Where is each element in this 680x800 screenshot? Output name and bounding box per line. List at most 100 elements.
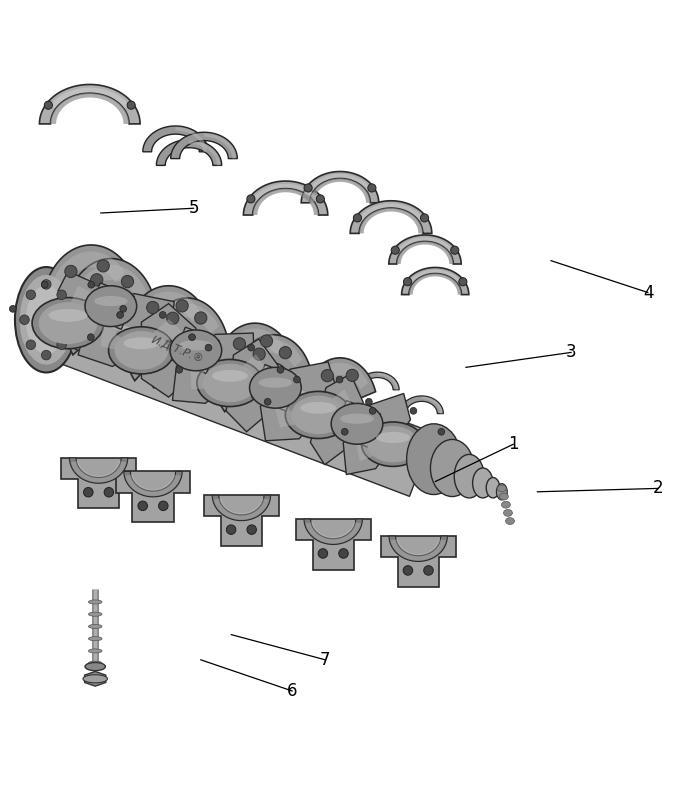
Circle shape — [247, 195, 255, 203]
Circle shape — [233, 338, 245, 350]
Polygon shape — [381, 536, 456, 586]
Polygon shape — [101, 305, 144, 354]
Circle shape — [65, 266, 77, 278]
Circle shape — [20, 315, 29, 325]
Circle shape — [220, 368, 232, 380]
Polygon shape — [309, 174, 371, 190]
Polygon shape — [389, 235, 461, 264]
Polygon shape — [190, 349, 232, 389]
Polygon shape — [78, 294, 174, 366]
Polygon shape — [409, 270, 462, 284]
Ellipse shape — [212, 370, 248, 382]
Circle shape — [10, 306, 16, 312]
Polygon shape — [71, 461, 126, 482]
Circle shape — [194, 312, 207, 324]
Polygon shape — [305, 522, 361, 543]
Polygon shape — [318, 389, 358, 426]
Text: 7: 7 — [320, 650, 330, 669]
Polygon shape — [69, 458, 128, 483]
Ellipse shape — [88, 600, 102, 604]
Polygon shape — [149, 303, 219, 374]
Polygon shape — [252, 184, 319, 202]
Polygon shape — [141, 319, 196, 353]
Polygon shape — [322, 398, 399, 434]
Ellipse shape — [197, 359, 262, 406]
Circle shape — [151, 342, 163, 355]
Polygon shape — [141, 304, 196, 397]
Circle shape — [88, 334, 95, 341]
Polygon shape — [55, 271, 121, 358]
Circle shape — [120, 306, 126, 312]
Circle shape — [117, 311, 124, 318]
Ellipse shape — [203, 364, 257, 402]
Polygon shape — [116, 471, 190, 522]
Ellipse shape — [250, 367, 301, 408]
Polygon shape — [97, 286, 133, 305]
Polygon shape — [204, 134, 236, 158]
Polygon shape — [42, 245, 135, 355]
Ellipse shape — [340, 414, 374, 424]
Ellipse shape — [258, 378, 292, 388]
Ellipse shape — [502, 502, 511, 508]
Ellipse shape — [83, 674, 107, 683]
Polygon shape — [129, 291, 201, 366]
Polygon shape — [124, 286, 210, 381]
Polygon shape — [233, 366, 324, 405]
Circle shape — [368, 184, 376, 192]
Circle shape — [294, 376, 301, 383]
Circle shape — [176, 300, 188, 312]
Circle shape — [339, 549, 348, 558]
Polygon shape — [146, 334, 236, 373]
Circle shape — [260, 335, 273, 347]
Polygon shape — [235, 346, 256, 362]
Polygon shape — [310, 394, 401, 465]
Circle shape — [63, 315, 73, 325]
Ellipse shape — [286, 391, 351, 438]
Polygon shape — [47, 294, 431, 449]
Circle shape — [346, 370, 358, 382]
Polygon shape — [182, 330, 218, 349]
Circle shape — [88, 282, 95, 288]
Circle shape — [365, 398, 372, 405]
Polygon shape — [303, 358, 375, 437]
Circle shape — [354, 214, 362, 222]
Circle shape — [90, 274, 103, 286]
Polygon shape — [65, 286, 112, 326]
Polygon shape — [124, 471, 182, 497]
Circle shape — [438, 428, 445, 435]
Ellipse shape — [496, 484, 507, 500]
Ellipse shape — [376, 432, 410, 443]
Circle shape — [424, 566, 433, 575]
Polygon shape — [50, 88, 130, 108]
Polygon shape — [359, 208, 423, 234]
Polygon shape — [189, 141, 220, 166]
Circle shape — [451, 246, 459, 254]
Circle shape — [403, 566, 413, 575]
Polygon shape — [400, 396, 443, 414]
Ellipse shape — [88, 612, 102, 616]
Ellipse shape — [20, 275, 73, 365]
Text: 6: 6 — [287, 682, 298, 700]
Polygon shape — [218, 329, 284, 398]
Ellipse shape — [301, 402, 336, 414]
Text: 2: 2 — [653, 479, 664, 498]
Circle shape — [97, 260, 109, 272]
Ellipse shape — [503, 510, 513, 516]
Circle shape — [279, 346, 292, 358]
Polygon shape — [350, 201, 432, 234]
Ellipse shape — [454, 454, 484, 498]
Circle shape — [248, 344, 254, 351]
Ellipse shape — [499, 493, 509, 500]
Polygon shape — [422, 397, 443, 414]
Ellipse shape — [88, 637, 102, 641]
Polygon shape — [234, 334, 311, 420]
Circle shape — [127, 101, 135, 110]
Ellipse shape — [497, 485, 506, 492]
Polygon shape — [39, 85, 140, 124]
Text: 1: 1 — [508, 435, 519, 453]
Circle shape — [341, 428, 348, 435]
Polygon shape — [84, 671, 106, 686]
Circle shape — [131, 334, 143, 346]
Circle shape — [226, 525, 236, 534]
Circle shape — [138, 501, 148, 510]
